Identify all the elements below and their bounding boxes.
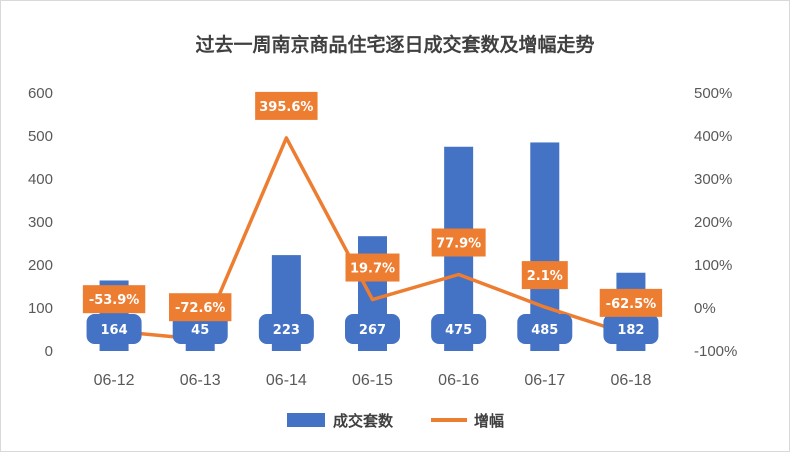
- bar-data-label-text: 267: [359, 323, 386, 338]
- line-data-label: 77.9%: [431, 228, 486, 257]
- line-data-label: -53.9%: [82, 285, 146, 314]
- line-data-labels: -53.9% -72.6% 395.6% 19.7% 77.9% 2.1% -62.5%: [82, 91, 663, 322]
- bar-data-label: 267: [345, 314, 400, 344]
- bar-data-label-box: [172, 314, 228, 344]
- line-data-label-text: -53.9%: [89, 293, 140, 308]
- category-tick-label: 06-16: [438, 372, 479, 389]
- right-axis-tick-label: 400%: [694, 128, 732, 145]
- bar-data-label: 475: [431, 314, 487, 344]
- bar-data-label-box: [86, 314, 142, 344]
- right-axis: -100% 0% 100% 200% 300% 400% 500%: [694, 85, 737, 360]
- bar-data-label-box: [345, 314, 400, 344]
- bar-data-label: 45: [172, 314, 228, 344]
- bar-data-label-text: 182: [617, 323, 644, 338]
- left-axis-tick-label: 400: [28, 171, 53, 188]
- line-data-label: 19.7%: [345, 253, 400, 282]
- bar-data-label-text: 485: [531, 323, 558, 338]
- left-axis-tick-label: 500: [28, 128, 53, 145]
- line-data-label-text: 77.9%: [436, 237, 481, 252]
- bar-data-label-text: 223: [273, 323, 300, 338]
- bar-data-label: 164: [86, 314, 142, 344]
- right-axis-tick-label: 300%: [694, 171, 732, 188]
- bar-data-label-box: [603, 314, 659, 344]
- bar-data-label: 223: [258, 314, 314, 344]
- bar-data-label-text: 475: [445, 323, 472, 338]
- bar-data-label-text: 45: [191, 323, 209, 338]
- line-data-label-text: -62.5%: [606, 297, 657, 312]
- category-tick-label: 06-13: [180, 372, 221, 389]
- category-tick-label: 06-14: [266, 372, 307, 389]
- left-axis-tick-label: 200: [28, 257, 53, 274]
- line-data-label-box: [169, 293, 232, 322]
- line-data-label-box: [431, 228, 486, 257]
- category-tick-label: 06-12: [94, 372, 135, 389]
- line-data-label-text: 2.1%: [527, 269, 563, 284]
- category-tick-label: 06-15: [352, 372, 393, 389]
- right-axis-tick-label: 500%: [694, 85, 732, 102]
- line-data-label-text: 395.6%: [259, 100, 313, 115]
- legend-label-bar: 成交套数: [333, 412, 394, 430]
- line-data-label: 395.6%: [255, 91, 318, 120]
- chart-title: 过去一周南京商品住宅逐日成交套数及增幅走势: [195, 33, 594, 56]
- legend-item-line: 增幅: [431, 412, 504, 430]
- category-axis: 06-12 06-13 06-14 06-15 06-16 06-17 06-18: [94, 372, 652, 389]
- bar-data-label-box: [517, 314, 573, 344]
- bar-data-labels: 164 45 223 267 475 485 182: [86, 314, 659, 344]
- bar-data-label-box: [431, 314, 487, 344]
- category-tick-label: 06-18: [610, 372, 651, 389]
- line-data-label: -72.6%: [169, 293, 232, 322]
- legend-item-bar: 成交套数: [287, 412, 394, 430]
- right-axis-tick-label: 100%: [694, 257, 732, 274]
- line-data-label-text: 19.7%: [350, 262, 395, 277]
- line-data-label-box: [521, 261, 568, 290]
- legend-label-line: 增幅: [474, 412, 504, 430]
- line-data-label-box: [255, 91, 318, 120]
- left-axis: 0 100 200 300 400 500 600: [28, 85, 53, 360]
- bar-data-label-text: 164: [101, 323, 128, 338]
- left-axis-tick-label: 600: [28, 85, 53, 102]
- bar-data-label: 182: [603, 314, 659, 344]
- line-data-label-box: [345, 253, 400, 282]
- legend: 成交套数 增幅: [287, 412, 504, 430]
- category-tick-label: 06-17: [524, 372, 565, 389]
- line-data-label-box: [599, 288, 663, 317]
- left-axis-tick-label: 300: [28, 214, 53, 231]
- right-axis-tick-label: 0%: [694, 300, 716, 317]
- line-data-label: 2.1%: [521, 261, 568, 290]
- bar-data-label: 485: [517, 314, 573, 344]
- right-axis-tick-label: -100%: [694, 343, 737, 360]
- line-data-label-box: [82, 285, 146, 314]
- legend-swatch-bar: [287, 413, 325, 427]
- left-axis-tick-label: 0: [45, 343, 53, 360]
- left-axis-tick-label: 100: [28, 300, 53, 317]
- right-axis-tick-label: 200%: [694, 214, 732, 231]
- line-data-label: -62.5%: [599, 288, 663, 317]
- line-data-label-text: -72.6%: [175, 301, 226, 316]
- bar-data-label-box: [258, 314, 314, 344]
